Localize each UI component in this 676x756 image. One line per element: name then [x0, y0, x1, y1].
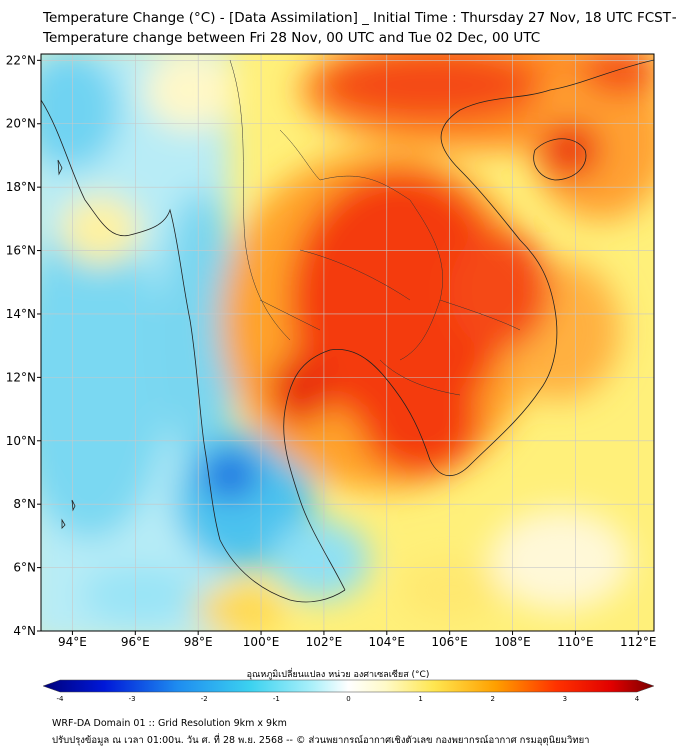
lon-tick-label: 96°E [121, 635, 150, 649]
lon-tick-label: 108°E [494, 635, 531, 649]
colorbar-tick-label: -1 [273, 695, 280, 703]
lat-tick-label: 4°N [13, 624, 36, 638]
lat-tick-label: 18°N [6, 180, 36, 194]
lat-tick-label: 12°N [6, 370, 36, 384]
colorbar: -4 -3 -2 -1 0 1 2 3 4 [42, 679, 655, 703]
latitude-axis: 22°N 20°N 18°N 16°N 14°N 12°N 10°N 8°N 6°N 4°N [6, 53, 41, 638]
lat-tick-label: 20°N [6, 117, 36, 131]
coastlines [41, 59, 654, 603]
colorbar-tick-label: -2 [201, 695, 208, 703]
lon-tick-label: 104°E [369, 635, 406, 649]
map-frame [40, 53, 655, 632]
colorbar-gradient [42, 679, 655, 693]
map-title: Temperature Change (°C) - [Data Assimila… [43, 10, 676, 26]
country-borders [229, 59, 521, 396]
lat-tick-label: 16°N [6, 244, 36, 258]
colorbar-tick-label: 0 [346, 695, 350, 703]
colorbar-tick-label: 2 [491, 695, 495, 703]
colorbar-tick-label: 3 [563, 695, 567, 703]
lon-tick-label: 106°E [431, 635, 468, 649]
lat-tick-label: 10°N [6, 434, 36, 448]
lon-tick-label: 94°E [58, 635, 87, 649]
temperature-field [41, 54, 654, 631]
colorbar-tick-label: 4 [635, 695, 640, 703]
lat-tick-label: 14°N [6, 307, 36, 321]
colorbar-tick-label: -4 [57, 695, 65, 703]
colorbar-tick-label: -3 [129, 695, 136, 703]
lat-tick-label: 6°N [13, 561, 36, 575]
colorbar-label: อุณหภูมิเปลี่ยนแปลง หน่วย องศาเซลเซียส (… [246, 670, 430, 680]
lon-tick-label: 112°E [620, 635, 657, 649]
map-subtitle: Temperature change between Fri 28 Nov, 0… [43, 30, 541, 46]
lon-tick-label: 102°E [306, 635, 343, 649]
lon-tick-label: 100°E [243, 635, 280, 649]
lat-tick-label: 8°N [13, 497, 36, 511]
map-gridlines [41, 54, 654, 631]
lon-tick-label: 98°E [184, 635, 213, 649]
footer-model-info: WRF-DA Domain 01 :: Grid Resolution 9km … [52, 718, 287, 729]
lon-tick-label: 110°E [557, 635, 594, 649]
colorbar-tick-label: 1 [418, 695, 422, 703]
colorbar-ticks: -4 -3 -2 -1 0 1 2 3 4 [57, 695, 640, 703]
lat-tick-label: 22°N [6, 53, 36, 67]
longitude-axis: 94°E 96°E 98°E 100°E 102°E 104°E 106°E 108°E 110… [58, 631, 657, 649]
footer-update-info: ปรับปรุงข้อมูล ณ เวลา 01:00น. วัน ศ. ที่… [52, 735, 590, 746]
